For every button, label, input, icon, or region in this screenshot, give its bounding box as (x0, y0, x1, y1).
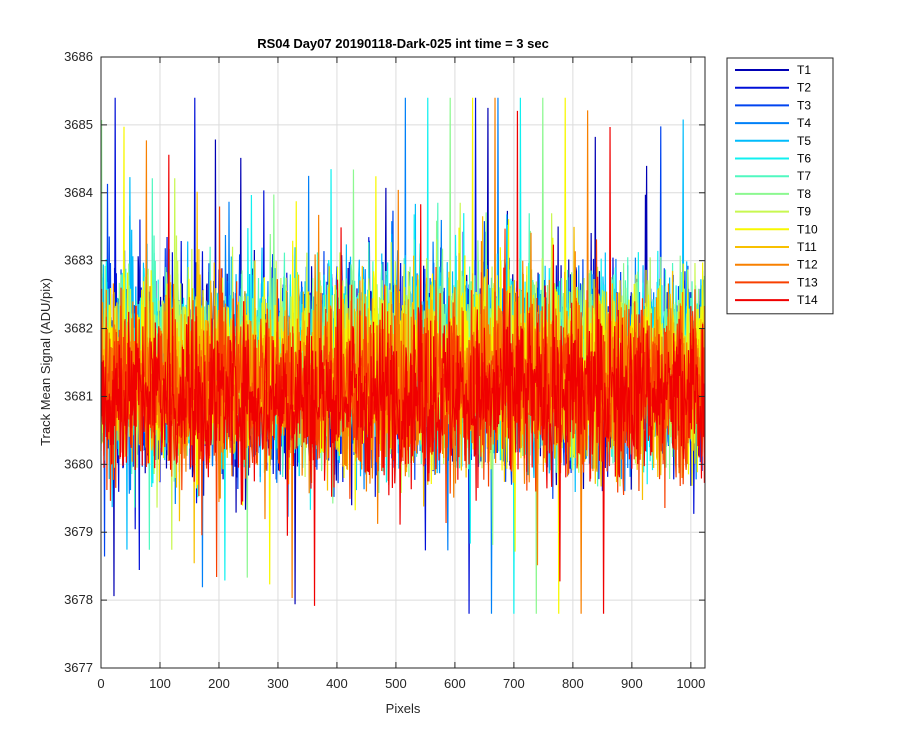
legend-label: T8 (797, 187, 811, 201)
legend-label: T3 (797, 98, 811, 112)
x-tick-label: 0 (97, 676, 104, 691)
x-tick-label: 200 (208, 676, 230, 691)
x-tick-label: 100 (149, 676, 171, 691)
x-tick-label: 800 (562, 676, 584, 691)
legend-label: T14 (797, 293, 818, 307)
x-tick-label: 600 (444, 676, 466, 691)
legend-label: T7 (797, 169, 811, 183)
y-tick-label: 3684 (64, 185, 93, 200)
y-tick-label: 3683 (64, 253, 93, 268)
legend-label: T11 (797, 240, 817, 254)
y-tick-label: 3686 (64, 49, 93, 64)
legend-label: T4 (797, 116, 811, 130)
x-tick-label: 1000 (676, 676, 705, 691)
legend-label: T13 (797, 275, 818, 289)
plot-area (101, 97, 705, 614)
y-tick-label: 3682 (64, 321, 93, 336)
legend-label: T5 (797, 134, 811, 148)
chart-title: RS04 Day07 20190118-Dark-025 int time = … (257, 36, 549, 51)
legend: T1 T2 T3 T4 T5 T6 T7 T8 T9 T10 T11 T12 T13 T14 (726, 57, 834, 315)
y-tick-label: 3680 (64, 456, 93, 471)
x-tick-label: 300 (267, 676, 289, 691)
legend-label: T9 (797, 205, 811, 219)
y-tick-label: 3685 (64, 117, 93, 132)
x-tick-label: 500 (385, 676, 407, 691)
y-tick-label: 3678 (64, 592, 93, 607)
y-axis: 3677 3678 3679 3680 3681 3682 3683 3684 3685 3686 (64, 49, 705, 675)
series-line-t14 (101, 110, 705, 614)
x-axis: 0 100 200 300 400 500 600 700 800 900 1000 (97, 57, 705, 691)
y-tick-label: 3681 (64, 388, 93, 403)
x-tick-label: 900 (621, 676, 643, 691)
y-tick-label: 3677 (64, 660, 93, 675)
y-tick-label: 3679 (64, 524, 93, 539)
x-axis-label: Pixels (386, 701, 421, 716)
legend-label: T2 (797, 81, 811, 95)
y-axis-label: Track Mean Signal (ADU/pix) (38, 278, 53, 446)
legend-label: T6 (797, 152, 811, 166)
x-tick-label: 400 (326, 676, 348, 691)
x-tick-label: 700 (503, 676, 525, 691)
legend-label: T12 (797, 258, 818, 272)
legend-label: T1 (797, 63, 811, 77)
legend-label: T10 (797, 222, 818, 236)
plot-frame (100, 56, 706, 669)
legend-box (726, 57, 834, 315)
